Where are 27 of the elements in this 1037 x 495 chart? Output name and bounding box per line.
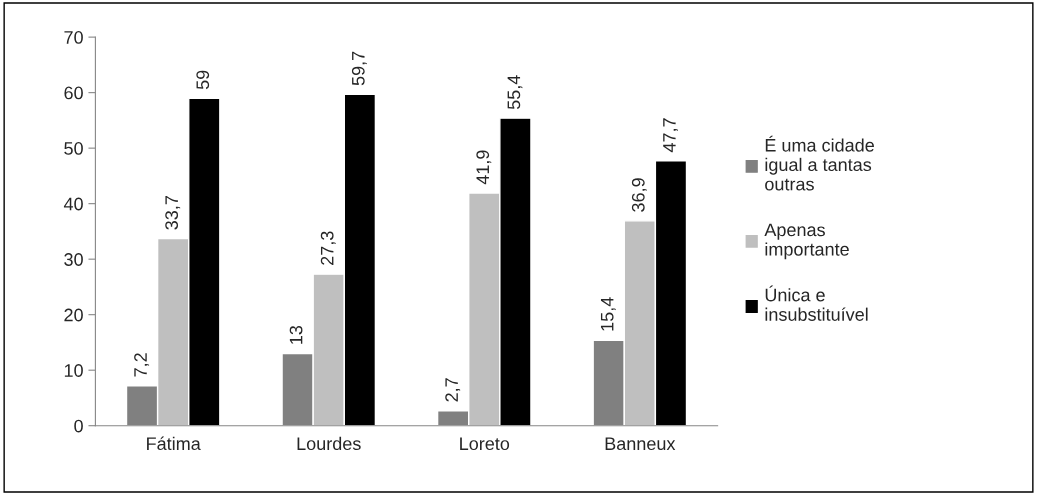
data-label: 59 <box>196 70 210 90</box>
data-label: 47,7 <box>663 118 678 153</box>
data-label: 36,9 <box>631 178 647 212</box>
data-label: 33,7 <box>165 196 181 230</box>
data-label: 59,7 <box>351 51 367 86</box>
data-label: 13 <box>289 325 303 344</box>
data-label: 2,7 <box>445 378 461 402</box>
legend-label: Única e insubstituível <box>765 285 868 321</box>
legend-label: Apenas importante <box>764 223 849 260</box>
data-label: 55,4 <box>507 75 523 110</box>
y-tick-label: 70 <box>64 31 83 44</box>
data-label: 41,9 <box>476 150 492 185</box>
y-tick-label: 40 <box>63 197 83 211</box>
data-label: 27,3 <box>320 231 336 265</box>
y-tick-label: 30 <box>64 253 83 266</box>
y-tick-label: 60 <box>64 86 83 100</box>
y-tick-label: 20 <box>64 308 83 322</box>
x-tick-label: Fátima <box>147 436 201 451</box>
y-tick-label: 0 <box>74 419 83 433</box>
x-tick-label: Banneux <box>605 437 676 451</box>
data-label: 7,2 <box>134 353 150 377</box>
x-tick-label: Loreto <box>460 437 510 451</box>
y-tick-label: 50 <box>64 142 83 155</box>
y-tick-label: 10 <box>64 364 83 377</box>
legend-label: É uma cidade igual a tantas outras <box>765 135 874 191</box>
x-tick-label: Lourdes <box>297 436 361 451</box>
data-label: 15,4 <box>600 297 616 331</box>
